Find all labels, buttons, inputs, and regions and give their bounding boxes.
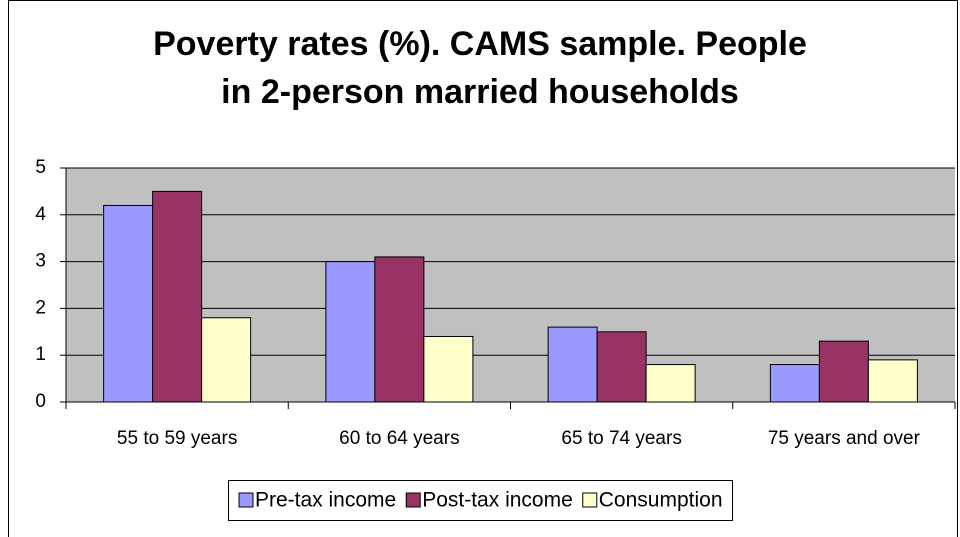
legend-swatch	[582, 492, 598, 508]
x-tick-label: 55 to 59 years	[117, 428, 237, 449]
legend-label: Pre-tax income	[255, 489, 396, 512]
bar	[818, 340, 869, 403]
x-tick-label: 65 to 74 years	[561, 428, 681, 449]
bar	[769, 364, 820, 403]
legend	[227, 480, 734, 521]
bar	[596, 331, 647, 403]
bar	[103, 204, 154, 403]
y-tick-label: 1	[35, 344, 46, 365]
y-tick-label: 0	[35, 391, 46, 412]
legend-label: Post-tax income	[422, 489, 573, 512]
bar	[423, 335, 474, 403]
bar	[867, 359, 918, 403]
y-tick-label: 3	[35, 251, 46, 272]
bar	[201, 317, 252, 403]
bar	[325, 261, 376, 403]
legend-label: Consumption	[599, 489, 723, 512]
bar	[645, 364, 696, 403]
legend-swatch	[238, 492, 254, 508]
bar	[374, 256, 425, 403]
x-tick-label: 60 to 64 years	[339, 428, 459, 449]
legend-swatch	[405, 492, 421, 508]
chart-title: Poverty rates (%). CAMS sample. People	[153, 25, 807, 63]
chart-title: in 2-person married households	[221, 73, 739, 111]
bar	[152, 190, 203, 403]
y-tick-label: 4	[35, 204, 46, 225]
bar	[547, 326, 598, 403]
y-tick-label: 2	[35, 297, 46, 318]
x-tick-label: 75 years and over	[768, 428, 921, 449]
y-tick-label: 5	[35, 157, 46, 178]
